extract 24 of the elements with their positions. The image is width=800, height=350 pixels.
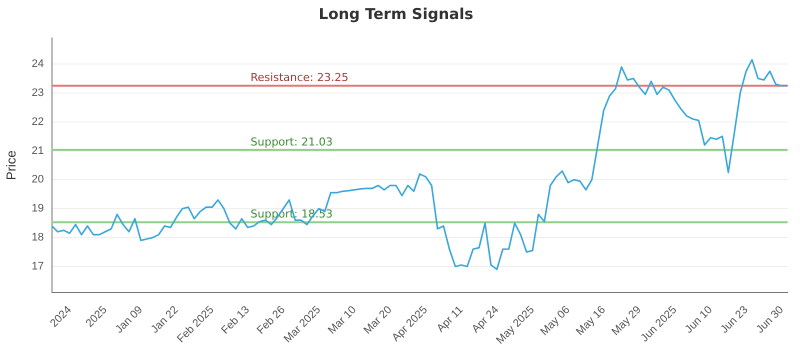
y-tick-label: 24 — [32, 58, 44, 70]
y-axis-title: Price — [3, 150, 18, 180]
y-tick-label: 17 — [32, 260, 44, 273]
x-tick-label: Feb 13 — [219, 304, 252, 337]
x-tick-label: Jun 30 — [754, 304, 786, 336]
y-tick-label: 19 — [32, 202, 44, 215]
y-tick-label: 18 — [32, 232, 44, 244]
y-tick-label: 23 — [32, 86, 44, 99]
ref-line-label: Resistance: 23.25 — [250, 71, 348, 84]
chart-title: Long Term Signals — [318, 4, 474, 23]
x-tick-label: May 06 — [538, 304, 572, 338]
x-tick-label: Jan 09 — [113, 304, 146, 336]
y-tick-label: 21 — [32, 144, 44, 157]
x-tick-label: May 16 — [574, 304, 608, 338]
y-tick-label: 20 — [32, 174, 44, 186]
y-tick-label: 22 — [32, 116, 44, 128]
x-tick-label: Jun 23 — [718, 304, 750, 336]
x-tick-label: Feb 26 — [254, 304, 288, 337]
x-tick-label: Apr 24 — [470, 304, 502, 336]
x-tick-label: Apr 11 — [434, 304, 466, 335]
x-tick-label: Jun 10 — [682, 304, 715, 336]
x-tick-label: Mar 10 — [326, 304, 359, 337]
x-tick-label: Mar 20 — [362, 304, 394, 337]
ref-line-label: Support: 21.03 — [250, 135, 333, 148]
